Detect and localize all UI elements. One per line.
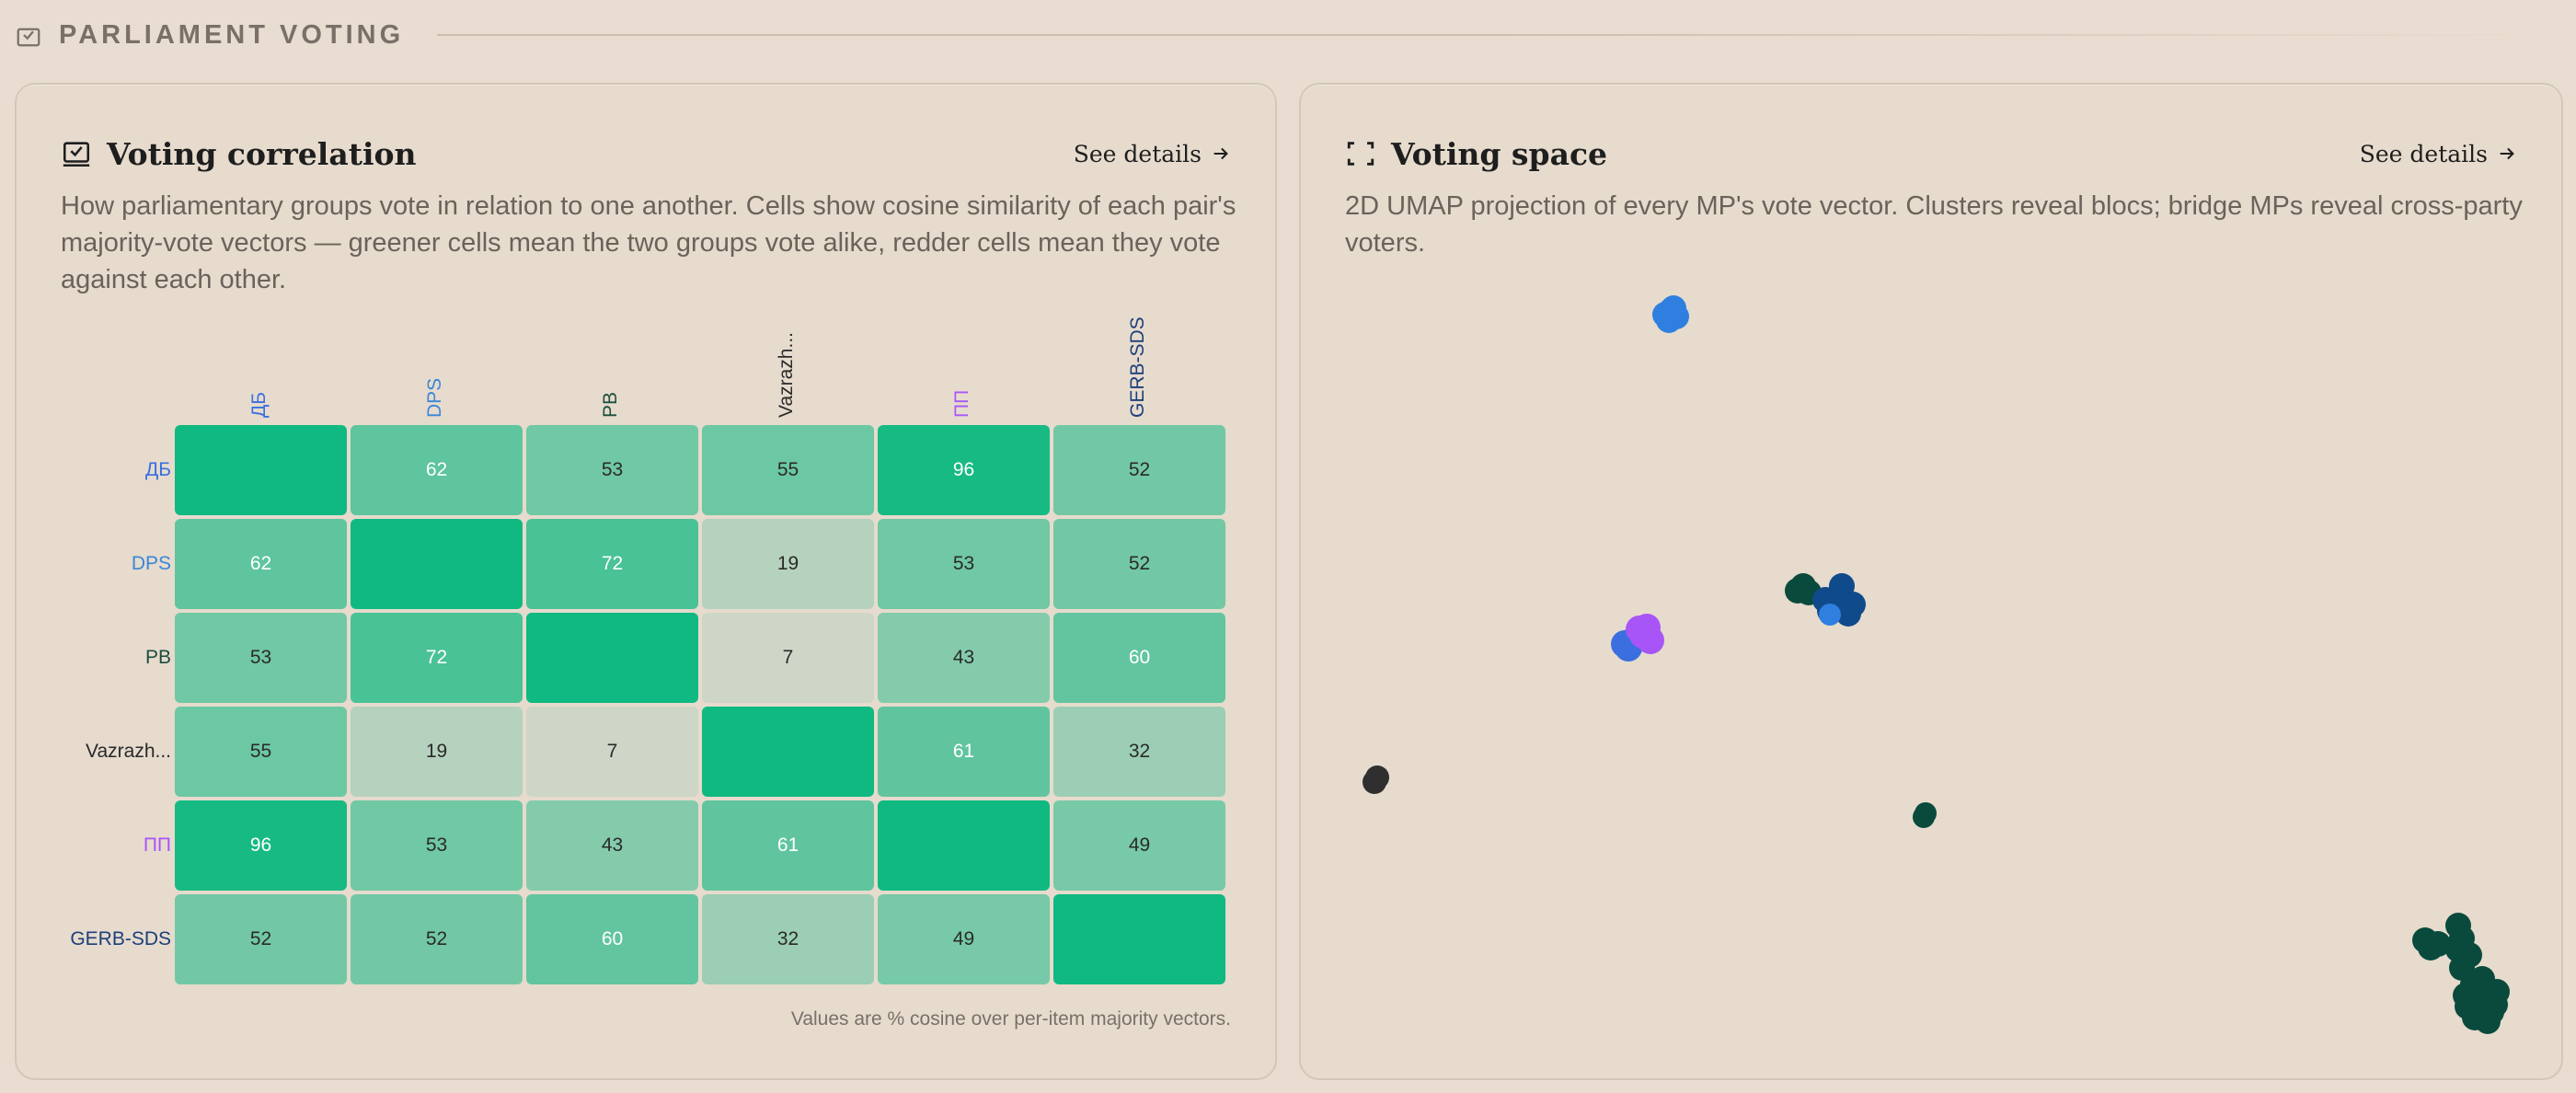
heatmap-cell[interactable]: 52 (1053, 519, 1225, 609)
column-label-text: ДБ (247, 391, 270, 418)
heatmap-cell[interactable]: 62 (175, 519, 347, 609)
heatmap-cell[interactable]: 61 (878, 707, 1050, 797)
column-label-text: ПП (950, 389, 972, 418)
see-details-label: See details (2359, 140, 2488, 167)
arrow-right-icon (1213, 147, 1228, 160)
heatmap-cell[interactable]: 62 (351, 425, 523, 515)
heatmap-row-label: DPS (131, 553, 171, 574)
card-title: Voting space (1391, 135, 1608, 172)
mp-point[interactable] (1661, 295, 1686, 321)
heatmap-cell[interactable]: 72 (526, 519, 698, 609)
heatmap-cell[interactable]: 60 (1053, 613, 1225, 703)
mp-point[interactable] (1633, 614, 1661, 641)
mp-point[interactable] (2478, 999, 2504, 1025)
heatmap-cell[interactable]: 49 (1053, 800, 1225, 891)
mp-point[interactable] (1365, 765, 1389, 789)
heatmap-cell[interactable]: 96 (175, 800, 347, 891)
column-label-text: PB (599, 391, 621, 418)
mp-point[interactable] (2455, 994, 2480, 1019)
heatmap-row-label: ПП (143, 834, 171, 856)
see-details-link[interactable]: See details (2360, 141, 2517, 167)
heatmap-cell[interactable]: 52 (351, 894, 523, 984)
heatmap-cell[interactable]: 7 (702, 613, 874, 703)
heatmap-row-label: ДБ (144, 459, 171, 480)
section-divider (437, 34, 2554, 36)
mp-point[interactable] (1840, 592, 1866, 617)
section-title: PARLIAMENT VOTING (59, 19, 405, 50)
heatmap-row-label: GERB-SDS (70, 928, 171, 949)
heatmap-cell[interactable]: 72 (351, 613, 523, 703)
heatmap-column-label: ДБ (248, 326, 307, 418)
ballot-check-icon (63, 142, 90, 167)
heatmap-cell[interactable] (351, 519, 523, 609)
mp-point[interactable] (1819, 604, 1841, 626)
mp-point[interactable] (2425, 931, 2451, 957)
card-header: Voting correlation See details (61, 132, 1231, 175)
column-label-text: DPS (423, 377, 445, 418)
mp-point[interactable] (2469, 966, 2495, 992)
heatmap-cell[interactable]: 53 (351, 800, 523, 891)
heatmap-cell[interactable]: 19 (702, 519, 874, 609)
heatmap-cell[interactable]: 53 (175, 613, 347, 703)
see-details-label: See details (1073, 140, 1202, 167)
voting-space-card: Voting space See details 2D UMAP project… (1299, 83, 2563, 1080)
heatmap-cell[interactable]: 53 (526, 425, 698, 515)
heatmap-cell[interactable]: 43 (878, 613, 1050, 703)
heatmap-cell[interactable] (878, 800, 1050, 891)
heatmap-cell[interactable] (702, 707, 874, 797)
heatmap-cell[interactable] (526, 613, 698, 703)
arrow-right-icon (2500, 147, 2514, 160)
heatmap-column-label: GERB-SDS (1127, 316, 1186, 418)
heatmap-cell[interactable]: 19 (351, 707, 523, 797)
correlation-heatmap: ДБ DPS PB Vazrazh... ПП GERB-SDS ДБ 62 53 55 96 52 D… (17, 85, 1275, 1078)
heatmap-column-label: ПП (951, 326, 1010, 418)
heatmap-cell[interactable]: 43 (526, 800, 698, 891)
card-title: Voting correlation (107, 135, 417, 172)
mp-point[interactable] (1785, 578, 1811, 604)
column-label-text: Vazrazh... (775, 332, 797, 418)
heatmap-cell[interactable]: 55 (175, 707, 347, 797)
heatmap-cell[interactable]: 32 (702, 894, 874, 984)
heatmap-cell[interactable]: 53 (878, 519, 1050, 609)
section-header: PARLIAMENT VOTING (15, 17, 2554, 53)
heatmap-cell[interactable]: 52 (175, 894, 347, 984)
heatmap-column-label: PB (600, 326, 659, 418)
focus-frame-icon (1347, 142, 1374, 166)
heatmap-cell[interactable] (175, 425, 347, 515)
heatmap-cell[interactable]: 52 (1053, 425, 1225, 515)
heatmap-cell[interactable]: 61 (702, 800, 874, 891)
see-details-link[interactable]: See details (1074, 141, 1231, 167)
column-label-text: GERB-SDS (1126, 316, 1148, 418)
card-header: Voting space See details (1345, 132, 2517, 175)
heatmap-row-label: Vazrazh... (86, 741, 171, 762)
heatmap-column-label: DPS (424, 326, 483, 418)
heatmap-cell[interactable]: 55 (702, 425, 874, 515)
umap-scatter-plot[interactable] (1301, 85, 2561, 1078)
heatmap-column-label: Vazrazh... (776, 326, 834, 418)
heatmap-row-label: PB (144, 647, 171, 668)
heatmap-cell[interactable]: 96 (878, 425, 1050, 515)
card-description: 2D UMAP projection of every MP's vote ve… (1345, 191, 2523, 258)
ballot-check-icon (17, 28, 40, 47)
heatmap-cell[interactable] (1053, 894, 1225, 984)
heatmap-cell[interactable]: 49 (878, 894, 1050, 984)
voting-correlation-card: Voting correlation See details How parli… (15, 83, 1277, 1080)
heatmap-footnote: Values are % cosine over per-item majori… (790, 1008, 1231, 1030)
mp-point[interactable] (1915, 802, 1937, 824)
heatmap-cell[interactable]: 60 (526, 894, 698, 984)
heatmap-cell[interactable]: 32 (1053, 707, 1225, 797)
card-description: How parliamentary groups vote in relatio… (61, 191, 1236, 294)
heatmap-cell[interactable]: 7 (526, 707, 698, 797)
